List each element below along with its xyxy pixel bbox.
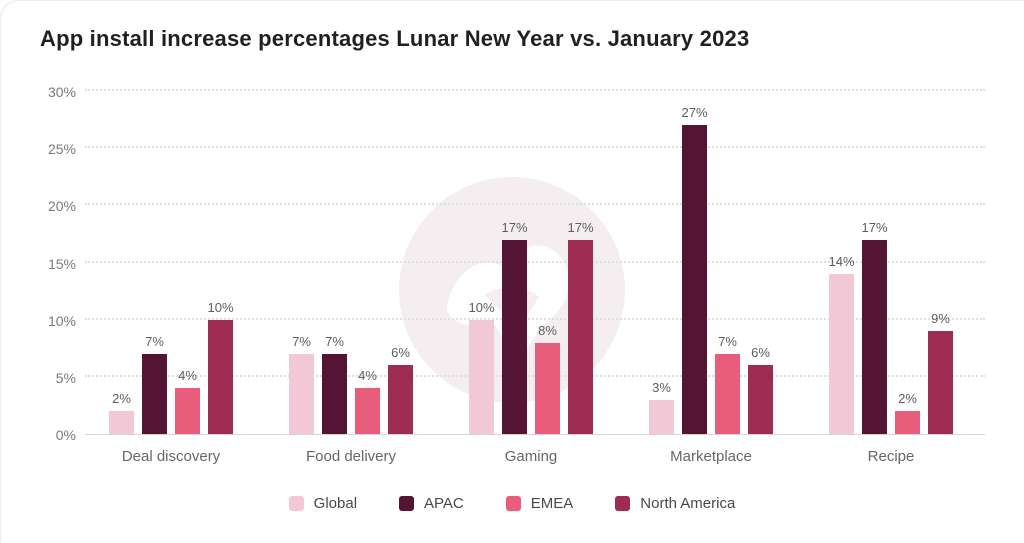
x-tick-label-recipe: Recipe — [867, 448, 915, 465]
bar-value-label: 17% — [567, 219, 594, 235]
bar-value-label: 17% — [861, 219, 888, 235]
chart-legend: Global APAC EMEA North America — [0, 495, 1024, 512]
bar-wrap: 7% — [142, 92, 167, 434]
legend-label: North America — [640, 495, 736, 512]
bar-emea-gaming — [535, 342, 560, 434]
bar-global-recipe — [829, 273, 854, 434]
legend-item-emea: EMEA — [505, 495, 574, 512]
y-tick-label-5: 5% — [55, 369, 76, 386]
y-tick-label-10: 10% — [47, 312, 76, 329]
x-tick-label-gaming: Gaming — [504, 448, 558, 465]
bar-wrap: 2% — [109, 92, 134, 434]
legend-item-north-america: North America — [615, 495, 735, 512]
bar-emea-recipe — [895, 411, 920, 434]
bar-group-gaming: 10% 17% 8% 17% — [468, 92, 594, 434]
bar-wrap: 10% — [207, 92, 234, 434]
bar-global-marketplace — [649, 399, 674, 434]
legend-label: APAC — [424, 495, 464, 512]
plot-area: 2% 7% 4% 10% 7% 7% 4% 6% 10% 17% 8% 17% 3% 27% 7% 6% 14%… — [85, 89, 985, 435]
x-tick-label-deal-discovery: Deal discovery — [121, 448, 221, 465]
bar-emea-marketplace — [715, 353, 740, 434]
bar-wrap: 7% — [715, 92, 740, 434]
bar-emea-deal-discovery — [175, 388, 200, 434]
gridline-15 — [85, 260, 985, 263]
chart-title: App install increase percentages Lunar N… — [40, 26, 750, 51]
y-tick-label-30: 30% — [47, 84, 76, 100]
bar-value-label: 4% — [358, 368, 377, 384]
bar-global-deal-discovery — [109, 411, 134, 434]
bar-global-gaming — [469, 319, 494, 434]
bar-wrap: 4% — [175, 92, 200, 434]
gridline-10 — [85, 317, 985, 320]
legend-label: EMEA — [530, 495, 574, 512]
bar-group-food-delivery: 7% 7% 4% 6% — [289, 92, 413, 434]
bar-value-label: 10% — [468, 299, 495, 315]
x-tick-label-marketplace: Marketplace — [670, 448, 752, 465]
gridline-30 — [85, 89, 985, 91]
bar-north-america-marketplace — [748, 365, 773, 434]
bar-wrap: 2% — [895, 92, 920, 434]
gridline-20 — [85, 203, 985, 206]
bar-wrap: 10% — [468, 92, 495, 434]
legend-swatch-icon — [505, 496, 521, 511]
bar-value-label: 6% — [391, 345, 410, 361]
bar-group-recipe: 14% 17% 2% 9% — [828, 92, 953, 434]
gridline-25 — [85, 146, 985, 149]
bar-value-label: 2% — [898, 391, 917, 407]
bar-wrap: 14% — [828, 92, 855, 434]
bar-wrap: 27% — [681, 92, 708, 434]
x-tick-label-food-delivery: Food delivery — [305, 448, 397, 465]
bar-wrap: 7% — [289, 92, 314, 434]
bar-value-label: 7% — [718, 333, 737, 349]
bar-value-label: 7% — [292, 333, 311, 349]
bar-wrap: 17% — [567, 92, 594, 434]
bar-value-label: 17% — [501, 219, 528, 235]
bar-apac-food-delivery — [322, 353, 347, 434]
bar-apac-recipe — [862, 239, 887, 434]
bar-wrap: 17% — [501, 92, 528, 434]
bar-wrap: 17% — [861, 92, 888, 434]
bar-emea-food-delivery — [355, 388, 380, 434]
bar-wrap: 9% — [928, 92, 953, 434]
bar-wrap: 7% — [322, 92, 347, 434]
bar-north-america-gaming — [568, 239, 593, 434]
y-tick-label-0: 0% — [55, 427, 76, 443]
bar-apac-deal-discovery — [142, 353, 167, 434]
bar-value-label: 10% — [207, 299, 234, 315]
bar-group-deal-discovery: 2% 7% 4% 10% — [109, 92, 234, 434]
bar-apac-marketplace — [682, 125, 707, 434]
bar-wrap: 8% — [535, 92, 560, 434]
legend-swatch-icon — [288, 496, 304, 511]
bar-value-label: 9% — [931, 311, 950, 327]
bar-group-marketplace: 3% 27% 7% 6% — [649, 92, 773, 434]
bar-value-label: 27% — [681, 105, 708, 121]
bar-value-label: 4% — [178, 368, 197, 384]
bar-global-food-delivery — [289, 353, 314, 434]
bar-value-label: 7% — [325, 333, 344, 349]
legend-label: Global — [313, 495, 358, 512]
legend-swatch-icon — [615, 496, 631, 511]
legend-item-apac: APAC — [399, 495, 464, 512]
bar-value-label: 7% — [145, 333, 164, 349]
bar-north-america-recipe — [928, 331, 953, 434]
y-tick-label-25: 25% — [47, 141, 76, 158]
legend-swatch-icon — [399, 496, 415, 511]
y-tick-label-20: 20% — [47, 198, 76, 215]
bar-value-label: 3% — [652, 379, 671, 395]
bar-wrap: 6% — [388, 92, 413, 434]
bar-north-america-deal-discovery — [208, 319, 233, 434]
bar-value-label: 2% — [112, 391, 131, 407]
bar-value-label: 14% — [828, 253, 855, 269]
bar-wrap: 4% — [355, 92, 380, 434]
bar-value-label: 8% — [538, 322, 557, 338]
bar-apac-gaming — [502, 239, 527, 434]
bar-value-label: 6% — [751, 345, 770, 361]
legend-item-global: Global — [288, 495, 358, 512]
bar-wrap: 3% — [649, 92, 674, 434]
bar-north-america-food-delivery — [388, 365, 413, 434]
y-tick-label-15: 15% — [47, 255, 76, 272]
bar-wrap: 6% — [748, 92, 773, 434]
